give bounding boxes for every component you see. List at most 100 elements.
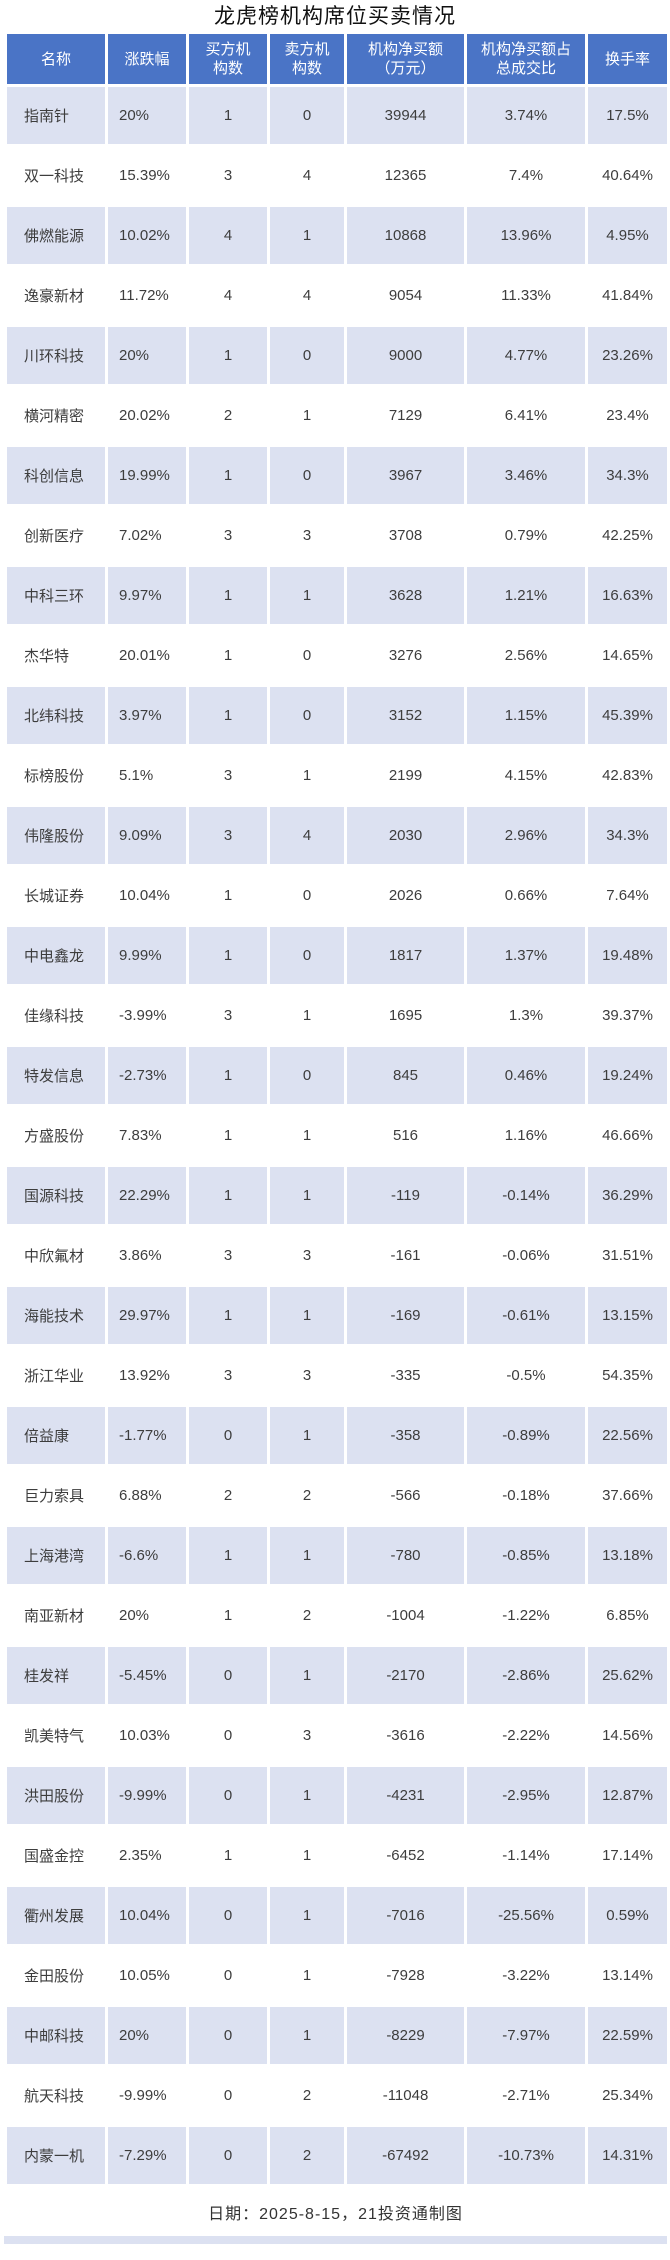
- cell-seller-count: 3: [267, 1224, 347, 1287]
- column-header-change-pct: 涨跌幅: [105, 31, 189, 87]
- cell-seller-count: 1: [267, 1524, 347, 1587]
- column-header-net-buy-ratio: 机构净买额占 总成交比: [464, 31, 588, 87]
- cell-net-buy-amount: -566: [344, 1464, 467, 1527]
- cell-seller-count: 1: [267, 984, 347, 1047]
- cell-net-buy-amount: -6452: [344, 1824, 467, 1887]
- cell-change-pct: -1.77%: [105, 1404, 189, 1467]
- cell-change-pct: 10.05%: [105, 1944, 189, 2007]
- cell-net-buy-amount: 845: [344, 1044, 467, 1107]
- cell-name: 南亚新材: [4, 1584, 108, 1647]
- cell-name: 伟隆股份: [4, 804, 108, 867]
- cell-net-buy-ratio: 11.33%: [464, 264, 588, 327]
- cell-net-buy-ratio: -0.85%: [464, 1524, 588, 1587]
- cell-name: 横河精密: [4, 384, 108, 447]
- cell-turnover-rate: 14.56%: [585, 1704, 670, 1767]
- table-row: 国源科技 22.29% 1 1 -119 -0.14% 36.29%: [4, 1164, 670, 1227]
- cell-turnover-rate: 4.95%: [585, 204, 670, 267]
- cell-buyer-count: 3: [186, 984, 270, 1047]
- cell-buyer-count: 3: [186, 1344, 270, 1407]
- page-title: 龙虎榜机构席位买卖情况: [214, 5, 456, 28]
- cell-buyer-count: 0: [186, 1764, 270, 1827]
- cell-seller-count: 0: [267, 684, 347, 747]
- cell-change-pct: 19.99%: [105, 444, 189, 507]
- cell-change-pct: 20.02%: [105, 384, 189, 447]
- cell-turnover-rate: 37.66%: [585, 1464, 670, 1527]
- cell-change-pct: 29.97%: [105, 1284, 189, 1347]
- cell-name: 桂发祥: [4, 1644, 108, 1707]
- cell-seller-count: 0: [267, 444, 347, 507]
- cell-buyer-count: 1: [186, 444, 270, 507]
- cell-net-buy-ratio: 0.79%: [464, 504, 588, 567]
- cell-turnover-rate: 17.14%: [585, 1824, 670, 1887]
- cell-net-buy-amount: -358: [344, 1404, 467, 1467]
- bottom-strip: [4, 2236, 667, 2244]
- cell-change-pct: 10.03%: [105, 1704, 189, 1767]
- cell-buyer-count: 3: [186, 504, 270, 567]
- cell-change-pct: 20%: [105, 2004, 189, 2067]
- footer-note: 日期：2025-8-15，21投资通制图: [4, 2187, 667, 2236]
- cell-net-buy-amount: 3628: [344, 564, 467, 627]
- cell-name: 特发信息: [4, 1044, 108, 1107]
- cell-net-buy-amount: 12365: [344, 144, 467, 207]
- cell-buyer-count: 1: [186, 1284, 270, 1347]
- cell-turnover-rate: 46.66%: [585, 1104, 670, 1167]
- cell-net-buy-ratio: 3.46%: [464, 444, 588, 507]
- table-row: 佛燃能源 10.02% 4 1 10868 13.96% 4.95%: [4, 204, 670, 267]
- cell-net-buy-amount: 516: [344, 1104, 467, 1167]
- cell-net-buy-amount: 9000: [344, 324, 467, 387]
- cell-buyer-count: 1: [186, 924, 270, 987]
- table-row: 上海港湾 -6.6% 1 1 -780 -0.85% 13.18%: [4, 1524, 670, 1587]
- cell-net-buy-ratio: 4.77%: [464, 324, 588, 387]
- cell-change-pct: 10.04%: [105, 1884, 189, 1947]
- cell-name: 指南针: [4, 84, 108, 147]
- cell-name: 衢州发展: [4, 1884, 108, 1947]
- cell-buyer-count: 0: [186, 1944, 270, 2007]
- cell-turnover-rate: 45.39%: [585, 684, 670, 747]
- cell-turnover-rate: 19.24%: [585, 1044, 670, 1107]
- cell-change-pct: 20%: [105, 84, 189, 147]
- column-header-seller-count: 卖方机 构数: [267, 31, 347, 87]
- cell-net-buy-amount: 39944: [344, 84, 467, 147]
- table-row: 科创信息 19.99% 1 0 3967 3.46% 34.3%: [4, 444, 670, 507]
- cell-net-buy-ratio: -2.71%: [464, 2064, 588, 2127]
- cell-name: 川环科技: [4, 324, 108, 387]
- cell-seller-count: 0: [267, 324, 347, 387]
- table-row: 川环科技 20% 1 0 9000 4.77% 23.26%: [4, 324, 670, 387]
- cell-turnover-rate: 14.31%: [585, 2124, 670, 2187]
- cell-change-pct: 15.39%: [105, 144, 189, 207]
- cell-seller-count: 4: [267, 264, 347, 327]
- cell-buyer-count: 1: [186, 624, 270, 687]
- cell-name: 北纬科技: [4, 684, 108, 747]
- cell-net-buy-ratio: 13.96%: [464, 204, 588, 267]
- cell-turnover-rate: 13.14%: [585, 1944, 670, 2007]
- table-row: 浙江华业 13.92% 3 3 -335 -0.5% 54.35%: [4, 1344, 670, 1407]
- cell-net-buy-ratio: 3.74%: [464, 84, 588, 147]
- cell-change-pct: -5.45%: [105, 1644, 189, 1707]
- cell-change-pct: -6.6%: [105, 1524, 189, 1587]
- table-row: 衢州发展 10.04% 0 1 -7016 -25.56% 0.59%: [4, 1884, 670, 1947]
- cell-net-buy-ratio: -1.14%: [464, 1824, 588, 1887]
- cell-seller-count: 1: [267, 1824, 347, 1887]
- cell-buyer-count: 3: [186, 144, 270, 207]
- cell-seller-count: 3: [267, 504, 347, 567]
- cell-seller-count: 4: [267, 144, 347, 207]
- table-row: 金田股份 10.05% 0 1 -7928 -3.22% 13.14%: [4, 1944, 670, 2007]
- cell-seller-count: 1: [267, 744, 347, 807]
- table-body: 指南针 20% 1 0 39944 3.74% 17.5% 双一科技 15.39% 3 4 12365…: [4, 84, 670, 2187]
- cell-name: 杰华特: [4, 624, 108, 687]
- cell-change-pct: 6.88%: [105, 1464, 189, 1527]
- cell-net-buy-amount: -119: [344, 1164, 467, 1227]
- cell-seller-count: 2: [267, 1584, 347, 1647]
- table-row: 倍益康 -1.77% 0 1 -358 -0.89% 22.56%: [4, 1404, 670, 1467]
- cell-net-buy-amount: 7129: [344, 384, 467, 447]
- cell-net-buy-ratio: 7.4%: [464, 144, 588, 207]
- cell-buyer-count: 0: [186, 2064, 270, 2127]
- cell-change-pct: 3.97%: [105, 684, 189, 747]
- cell-seller-count: 1: [267, 1884, 347, 1947]
- cell-change-pct: 10.02%: [105, 204, 189, 267]
- cell-name: 国盛金控: [4, 1824, 108, 1887]
- cell-net-buy-ratio: 1.3%: [464, 984, 588, 1047]
- cell-change-pct: 7.02%: [105, 504, 189, 567]
- cell-change-pct: 3.86%: [105, 1224, 189, 1287]
